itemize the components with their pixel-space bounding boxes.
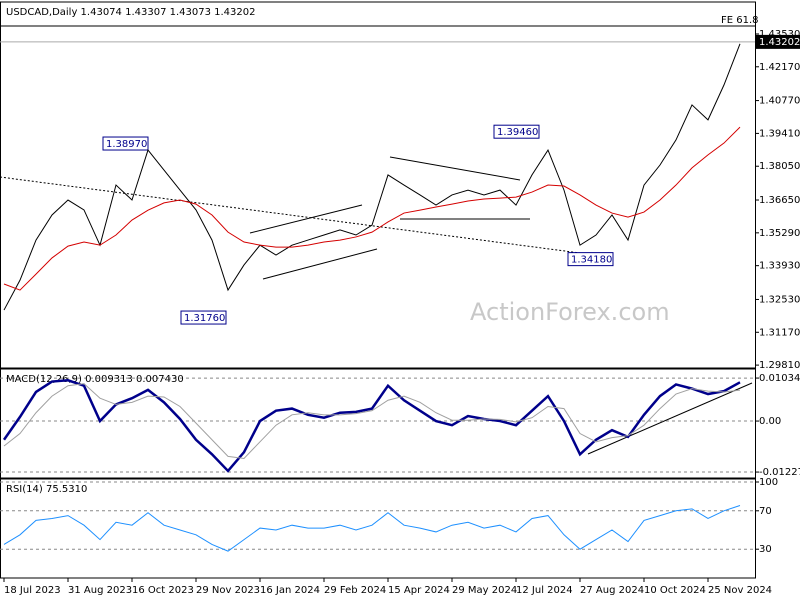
annotation-label: 1.34180 [571, 255, 612, 266]
y-tick-label: 1.36650 [759, 195, 800, 206]
annotation-box [493, 124, 540, 139]
y-tick-label: 1.32530 [759, 294, 800, 305]
y-tick-label: 1.39410 [759, 128, 800, 139]
pane-border [0, 1, 756, 369]
x-tick-label: 15 Apr 2024 [388, 585, 450, 596]
series-line [3, 383, 741, 459]
y-tick-label: 1.40770 [759, 96, 800, 107]
price-tag: 1.43202 [759, 37, 800, 48]
pane-border [0, 478, 756, 579]
y-tick-label: 1.31170 [759, 327, 800, 338]
x-tick-label: 18 Jul 2023 [4, 585, 61, 596]
y-tick-label: 1.35290 [759, 228, 800, 239]
annotation-label: 1.38970 [106, 139, 147, 150]
x-tick-label: 29 Nov 2023 [196, 585, 260, 596]
channel-line [262, 248, 378, 280]
x-tick-label: 25 Nov 2024 [708, 585, 772, 596]
y-tick-label: 1.38050 [759, 161, 800, 172]
x-tick-label: 10 Oct 2024 [644, 585, 706, 596]
series-line [3, 43, 741, 311]
series-line [3, 505, 741, 552]
x-tick-label: 16 Oct 2023 [132, 585, 194, 596]
annotation-label: 1.39460 [497, 127, 538, 138]
annotation-box [102, 136, 149, 151]
x-tick-label: 31 Aug 2023 [68, 585, 132, 596]
x-tick-label: 27 Aug 2024 [580, 585, 644, 596]
y-tick-label: 30 [759, 544, 772, 555]
price-tag-box [755, 34, 800, 49]
pane-title: MACD(12,26,9) 0.009313 0.007430 [6, 374, 184, 385]
annotation-label: 1.31760 [184, 313, 225, 324]
series-line [2, 379, 741, 473]
annotation-box [567, 252, 614, 267]
x-tick-label: 29 Feb 2024 [324, 585, 386, 596]
watermark: ActionForex.com [470, 298, 670, 326]
series-line [3, 126, 741, 291]
x-tick-label: 12 Jul 2024 [516, 585, 573, 596]
y-tick-label: 100 [759, 477, 778, 488]
pane-title: RSI(14) 75.5310 [6, 484, 87, 495]
annotation-box [180, 310, 227, 325]
y-tick-label: 1.43530 [759, 29, 800, 40]
pane-title: USDCAD,Daily 1.43074 1.43307 1.43073 1.4… [6, 7, 256, 18]
y-tick-label: 0.010341 [759, 373, 800, 384]
trendlines [0, 156, 753, 455]
trendline [0, 176, 581, 254]
pane-border [0, 368, 756, 479]
y-tick-label: -0.01227 [759, 467, 800, 478]
macd-trendline [587, 382, 753, 455]
y-tick-label: 0.00 [759, 416, 781, 427]
y-tick-label: 1.42170 [759, 62, 800, 73]
y-tick-label: 1.29810 [759, 360, 800, 371]
x-tick-label: 29 May 2024 [452, 585, 517, 596]
y-tick-label: 1.33930 [759, 261, 800, 272]
x-tick-label: 16 Jan 2024 [260, 585, 320, 596]
fe-label: FE 61.8 [721, 15, 759, 26]
y-tick-label: 70 [759, 506, 772, 517]
wedge-line [389, 156, 521, 181]
channel-line [249, 204, 363, 234]
